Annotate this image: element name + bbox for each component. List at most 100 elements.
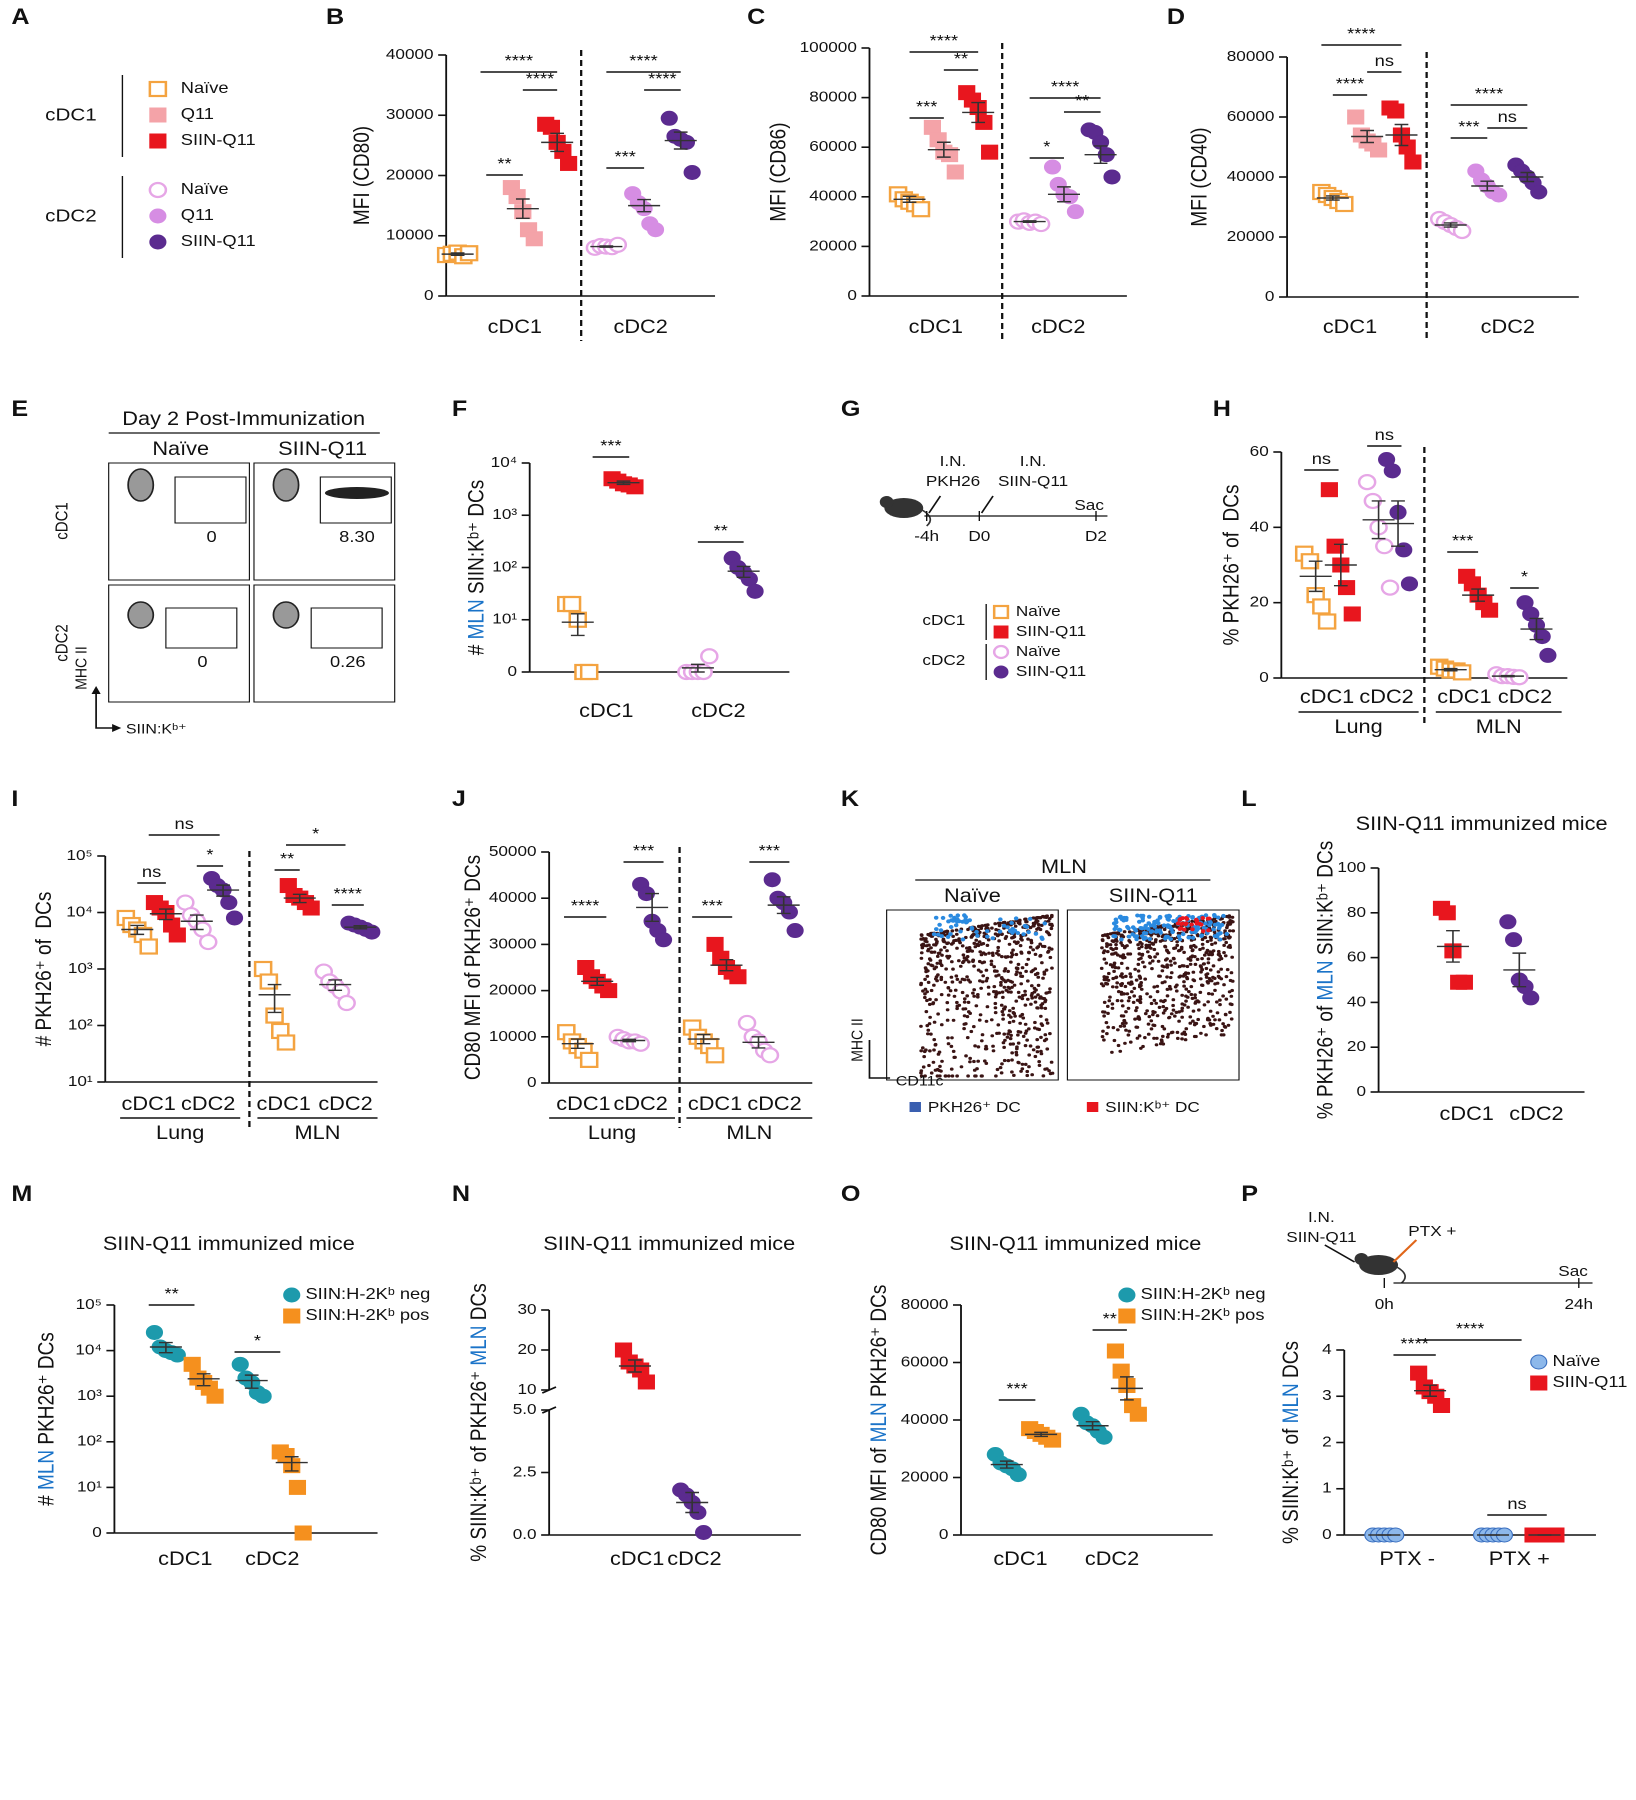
error-bar <box>244 1374 259 1389</box>
cell-event <box>1003 967 1008 971</box>
cell-event <box>1110 1050 1114 1054</box>
cell-event <box>1208 950 1212 954</box>
data-point <box>139 938 158 955</box>
legend-marker <box>148 181 168 199</box>
chart-title: SIIN-Q11 immunized mice <box>103 1234 355 1254</box>
cell-event <box>1016 1041 1021 1045</box>
error-bar <box>159 908 173 921</box>
cell-event <box>1137 1034 1142 1038</box>
significance-label: **** <box>648 69 677 88</box>
pkh26-event <box>946 919 951 924</box>
event-label: Sac <box>1074 497 1104 514</box>
cell-event <box>1115 981 1120 985</box>
y-axis-label-part: MFI (CD86) <box>768 122 791 221</box>
cell-event <box>1029 984 1034 988</box>
y-axis-label-part: % PKH26⁺ of DCs <box>1221 485 1244 646</box>
error-bar <box>130 924 145 936</box>
cell-event <box>962 1000 967 1004</box>
legend-group-label: cDC1 <box>922 612 965 629</box>
cell-event <box>1133 967 1137 971</box>
y-tick-label: 60000 <box>901 1353 949 1370</box>
data-point <box>695 1525 713 1540</box>
axis-arrow <box>95 690 115 729</box>
cell-event <box>1171 998 1176 1002</box>
panel-title: Day 2 Post-Immunization <box>122 409 365 429</box>
error-bar <box>902 195 917 203</box>
arrow-head <box>91 686 122 732</box>
y-tick-label: 1 <box>1322 1480 1332 1497</box>
y-axis-label-part: SIIN:Kᵇ⁺ DCs <box>466 480 489 600</box>
cell-event <box>1011 1019 1016 1023</box>
panel-letter: P <box>1241 1182 1258 1206</box>
cell-event <box>953 988 958 992</box>
cell-event <box>1225 914 1229 919</box>
cell-event <box>1048 922 1053 927</box>
cell-event <box>1010 1070 1014 1074</box>
cell-event <box>1102 1038 1106 1042</box>
cell-event <box>945 941 949 946</box>
cell-event <box>1014 999 1019 1003</box>
cell-event <box>1042 997 1047 1001</box>
cell-event <box>1000 990 1005 994</box>
error-bar <box>1057 186 1071 203</box>
pkh26-event <box>990 936 996 941</box>
y-tick-label: 0 <box>939 1526 949 1543</box>
data-point <box>1398 139 1416 155</box>
cell-event <box>964 1054 968 1058</box>
y-axis-label-part: PKH26⁺ DCs <box>36 1332 59 1450</box>
cell-event <box>1160 1034 1165 1038</box>
error-bar <box>637 198 651 213</box>
y-axis-label-part: SIIN:Kᵇ⁺ DCs <box>1315 841 1338 961</box>
error-bar <box>570 1038 585 1050</box>
pkh26-event <box>931 932 937 937</box>
cell-event <box>997 1031 1001 1035</box>
cell-event <box>1050 1071 1055 1075</box>
cell-event <box>954 932 959 936</box>
data-point <box>168 1347 186 1363</box>
cell-event <box>1000 1062 1004 1066</box>
data-point <box>911 201 931 218</box>
error-bar <box>292 893 307 904</box>
cell-event <box>942 930 947 934</box>
cell-event <box>1191 1009 1196 1013</box>
cell-event <box>1176 949 1181 953</box>
cell-event <box>1155 952 1160 956</box>
data-point <box>1066 204 1084 220</box>
cell-event <box>1175 1036 1180 1040</box>
cell-event <box>932 983 936 987</box>
cell-event <box>1206 957 1211 961</box>
cell-event <box>1118 1049 1123 1053</box>
data-point <box>562 595 582 613</box>
error-bar <box>622 1038 637 1043</box>
cell-event <box>964 957 969 962</box>
cell-event <box>1145 992 1149 996</box>
cell-event <box>1044 914 1048 919</box>
cell-event <box>1114 943 1118 947</box>
cell-event <box>1033 1000 1038 1004</box>
cell-event <box>1031 916 1036 920</box>
pkh26-event <box>1221 913 1226 918</box>
cell-event <box>938 959 943 963</box>
cell-event <box>1190 996 1195 1001</box>
cell-event <box>1119 982 1123 987</box>
cell-event <box>992 990 996 994</box>
cell-event <box>1209 953 1214 957</box>
cell-event <box>1229 1017 1234 1021</box>
x-tick-label: PTX + <box>1489 1549 1550 1569</box>
cell-event <box>938 1074 942 1078</box>
cell-event <box>1122 1019 1126 1023</box>
cell-event <box>1152 998 1157 1003</box>
cell-event <box>958 941 962 945</box>
cell-event <box>919 983 923 987</box>
legend-group-label: cDC2 <box>922 652 965 669</box>
cell-event <box>1112 969 1116 974</box>
panel-title: MLN <box>1041 857 1087 877</box>
cell-event <box>939 993 944 997</box>
cell-event <box>920 1046 925 1050</box>
cell-event <box>1185 964 1190 969</box>
cell-event <box>1029 993 1034 998</box>
pkh26-event <box>963 917 968 922</box>
axis-arrow <box>868 1040 891 1079</box>
cell-event <box>924 970 928 974</box>
cell-event <box>979 970 983 974</box>
